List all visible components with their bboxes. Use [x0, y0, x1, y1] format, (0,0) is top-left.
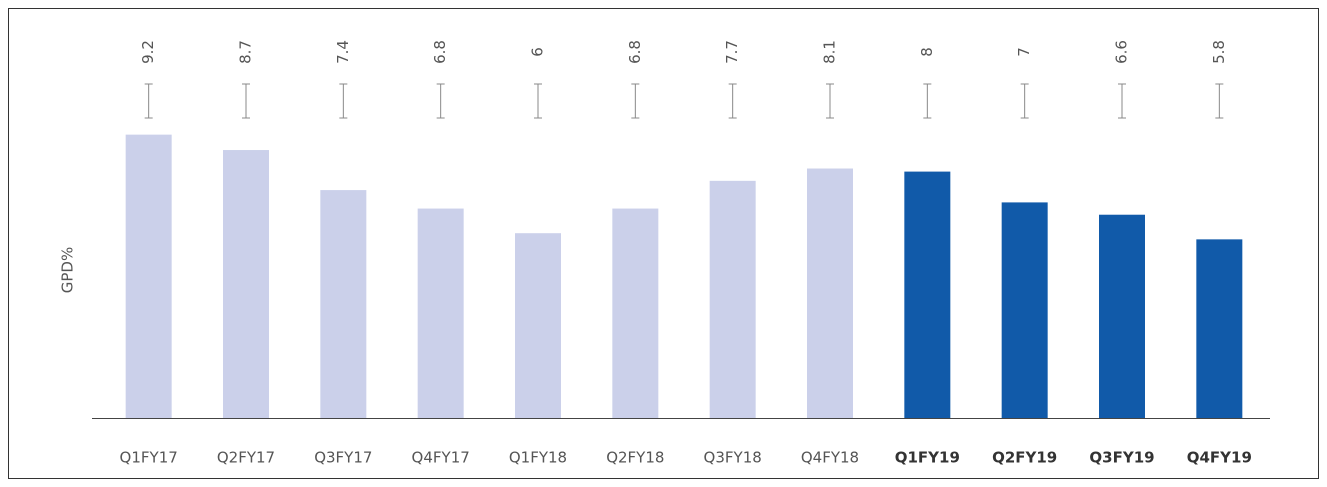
x-tick-label: Q3FY18 — [704, 449, 762, 467]
value-label: 6 — [529, 47, 547, 57]
value-label: 6.8 — [431, 40, 449, 64]
x-tick-label: Q1FY19 — [895, 449, 960, 467]
bar — [125, 134, 172, 418]
x-tick-label: Q1FY18 — [509, 449, 567, 467]
x-tick-label: Q3FY19 — [1089, 449, 1154, 467]
x-tick-label: Q1FY17 — [120, 449, 178, 467]
value-label: 7.7 — [723, 40, 741, 64]
bar — [223, 150, 269, 419]
value-label: 7 — [1015, 47, 1033, 57]
value-label: 6.6 — [1113, 40, 1131, 64]
bar — [417, 208, 464, 418]
bar — [612, 208, 659, 418]
x-tick-label: Q4FY17 — [412, 449, 470, 467]
value-label: 8.1 — [821, 40, 839, 64]
x-tick-label: Q2FY18 — [606, 449, 664, 467]
value-label: 8.7 — [237, 40, 255, 64]
value-label: 8 — [918, 47, 936, 57]
bar — [1099, 214, 1145, 418]
value-label: 9.2 — [139, 40, 157, 64]
x-tick-label: Q2FY19 — [992, 449, 1057, 467]
x-tick-label: Q4FY19 — [1187, 449, 1252, 467]
bar — [709, 180, 756, 418]
bar — [1001, 202, 1048, 418]
bar — [807, 168, 853, 418]
value-label: 6.8 — [626, 40, 644, 64]
bar — [320, 190, 367, 418]
x-tick-label: Q2FY17 — [217, 449, 275, 467]
bar — [515, 233, 561, 418]
value-label: 7.4 — [334, 40, 352, 64]
bar — [904, 171, 951, 418]
frame — [8, 8, 1319, 479]
value-label: 5.8 — [1210, 40, 1228, 64]
x-tick-label: Q3FY17 — [314, 449, 372, 467]
y-axis-label: GPD% — [59, 247, 77, 293]
bar — [1196, 239, 1243, 418]
x-tick-label: Q4FY18 — [801, 449, 859, 467]
